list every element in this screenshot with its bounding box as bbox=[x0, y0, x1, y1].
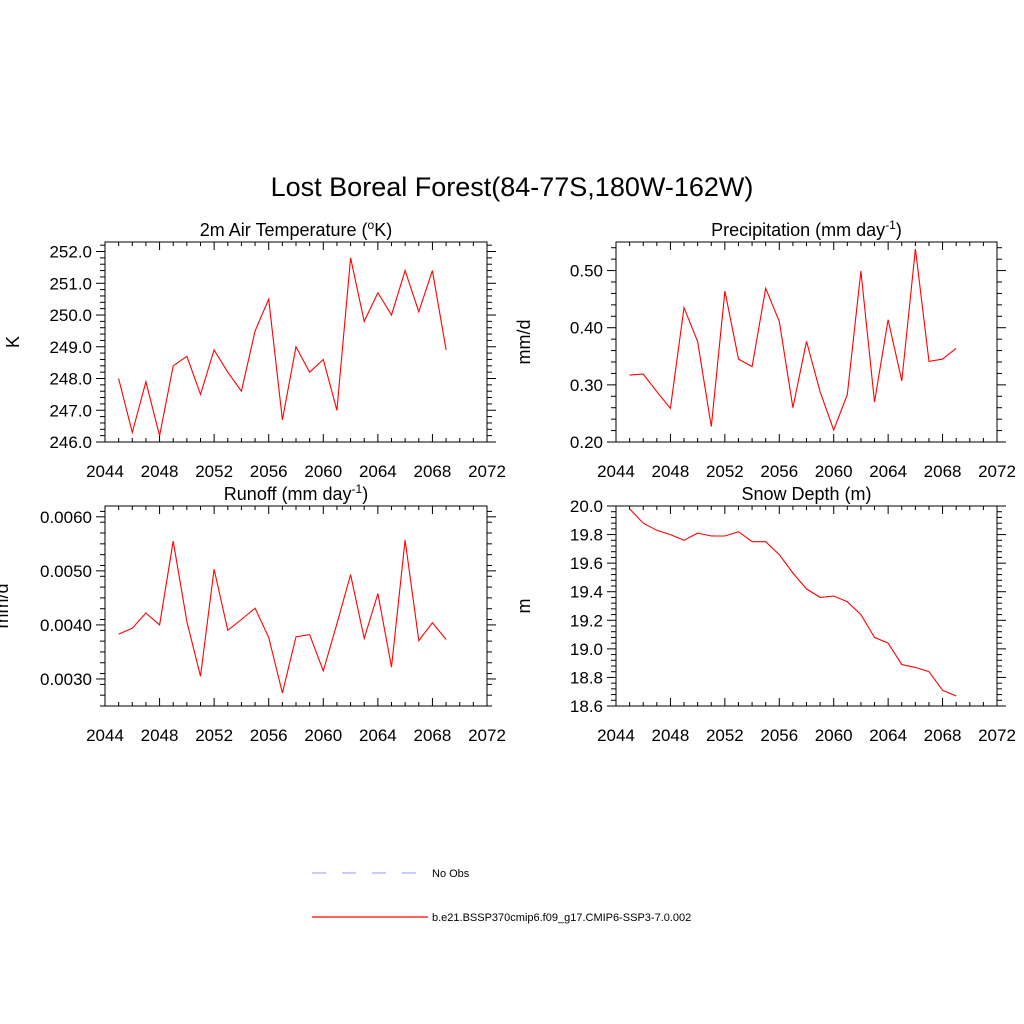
x-tick-label: 2044 bbox=[86, 462, 124, 481]
x-tick-label: 2052 bbox=[706, 726, 744, 745]
x-tick-label: 2052 bbox=[195, 462, 233, 481]
x-tick-label: 2048 bbox=[652, 726, 690, 745]
x-tick-label: 2064 bbox=[869, 462, 907, 481]
y-tick-label: 0.0030 bbox=[40, 670, 92, 689]
series-line-model bbox=[629, 248, 957, 432]
y-tick-label: 248.0 bbox=[49, 370, 92, 389]
y-tick-label: 18.8 bbox=[570, 668, 603, 687]
y-tick-label: 19.4 bbox=[570, 583, 603, 602]
y-tick-label: 0.50 bbox=[570, 262, 603, 281]
x-tick-label: 2044 bbox=[86, 726, 124, 745]
x-tick-label: 2068 bbox=[924, 462, 962, 481]
y-tick-label: 250.0 bbox=[49, 306, 92, 325]
y-tick-label: 249.0 bbox=[49, 338, 92, 357]
panel-air-temperature: 2044 2048 2052 2056 2060 2064 2068 2072 246.0 247… bbox=[3, 218, 506, 481]
x-tick-label: 2052 bbox=[195, 726, 233, 745]
panel-runoff: 2044 2048 2052 2056 2060 2064 2068 2072 0.0030 0.… bbox=[0, 482, 506, 745]
panel-title-suffix: ) bbox=[896, 220, 902, 240]
panel-title: Precipitation (mm day-1) bbox=[711, 218, 902, 240]
y-tick-label: 20.0 bbox=[570, 497, 603, 516]
panel-title-suffix: K) bbox=[374, 220, 392, 240]
x-tick-label: 2048 bbox=[652, 462, 690, 481]
x-tick-label: 2056 bbox=[250, 462, 288, 481]
y-tick-label: 252.0 bbox=[49, 243, 92, 262]
y-tick-label: 19.2 bbox=[570, 611, 603, 630]
legend-obs-label: No Obs bbox=[432, 868, 470, 880]
x-tick-label: 2068 bbox=[414, 726, 452, 745]
x-tick-label: 2060 bbox=[304, 726, 342, 745]
figure-title: Lost Boreal Forest(84-77S,180W-162W) bbox=[271, 172, 754, 202]
x-tick-label: 2072 bbox=[468, 726, 506, 745]
y-tick-label: 0.40 bbox=[570, 319, 603, 338]
x-tick-label: 2060 bbox=[304, 462, 342, 481]
panel-title-text: 2m Air Temperature ( bbox=[200, 220, 368, 240]
x-tick-label: 2072 bbox=[978, 726, 1016, 745]
panel-title: Snow Depth (m) bbox=[741, 484, 871, 504]
y-tick-label: 0.0050 bbox=[40, 562, 92, 581]
panel-title: Runoff (mm day-1) bbox=[224, 482, 368, 504]
x-tick-label: 2048 bbox=[141, 462, 179, 481]
y-tick-label: 18.6 bbox=[570, 697, 603, 716]
y-tick-label: 19.6 bbox=[570, 554, 603, 573]
x-tick-label: 2056 bbox=[760, 462, 798, 481]
panel-title-superscript: o bbox=[368, 218, 375, 232]
panel-title-text: Snow Depth (m) bbox=[741, 484, 871, 504]
y-axis-label: K bbox=[3, 336, 23, 348]
x-tick-label: 2060 bbox=[815, 726, 853, 745]
x-tick-label: 2048 bbox=[141, 726, 179, 745]
x-tick-label: 2072 bbox=[468, 462, 506, 481]
series-line-model bbox=[629, 508, 957, 697]
x-tick-label: 2068 bbox=[924, 726, 962, 745]
series-line-model bbox=[118, 257, 447, 436]
y-tick-label: 0.20 bbox=[570, 433, 603, 452]
x-tick-label: 2064 bbox=[359, 462, 397, 481]
x-tick-label: 2064 bbox=[869, 726, 907, 745]
y-tick-label: 19.8 bbox=[570, 526, 603, 545]
panel-snow-depth: 2044 2048 2052 2056 2060 2064 2068 2072 18.6 18.8… bbox=[514, 484, 1016, 745]
panel-precipitation: 2044 2048 2052 2056 2060 2064 2068 2072 0.20 0.30… bbox=[514, 218, 1016, 481]
series-line-model bbox=[118, 540, 447, 694]
x-tick-label: 2064 bbox=[359, 726, 397, 745]
legend-model-label: b.e21.BSSP370cmip6.f09_g17.CMIP6-SSP3-7.… bbox=[432, 912, 691, 924]
x-tick-label: 2044 bbox=[597, 462, 635, 481]
y-tick-label: 251.0 bbox=[49, 274, 92, 293]
y-tick-label: 246.0 bbox=[49, 433, 92, 452]
y-axis-label: mm/d bbox=[0, 584, 12, 629]
y-tick-label: 0.30 bbox=[570, 376, 603, 395]
panel-title-suffix: ) bbox=[362, 484, 368, 504]
panel-title-text: Precipitation (mm day bbox=[711, 220, 885, 240]
panel-title-superscript: -1 bbox=[885, 218, 896, 232]
legend: No Obs b.e21.BSSP370cmip6.f09_g17.CMIP6-… bbox=[312, 868, 691, 924]
y-tick-label: 0.0060 bbox=[40, 508, 92, 527]
x-tick-label: 2072 bbox=[978, 462, 1016, 481]
panel-title-superscript: -1 bbox=[352, 482, 363, 496]
x-tick-label: 2056 bbox=[760, 726, 798, 745]
y-axis-label: m bbox=[514, 599, 534, 614]
x-tick-label: 2056 bbox=[250, 726, 288, 745]
x-tick-label: 2060 bbox=[815, 462, 853, 481]
x-tick-label: 2052 bbox=[706, 462, 744, 481]
y-tick-label: 19.0 bbox=[570, 640, 603, 659]
y-axis-label: mm/d bbox=[514, 320, 534, 365]
y-tick-label: 247.0 bbox=[49, 401, 92, 420]
x-tick-label: 2068 bbox=[414, 462, 452, 481]
panel-title-text: Runoff (mm day bbox=[224, 484, 352, 504]
x-tick-label: 2044 bbox=[597, 726, 635, 745]
y-tick-label: 0.0040 bbox=[40, 616, 92, 635]
panel-title: 2m Air Temperature (oK) bbox=[200, 218, 392, 240]
